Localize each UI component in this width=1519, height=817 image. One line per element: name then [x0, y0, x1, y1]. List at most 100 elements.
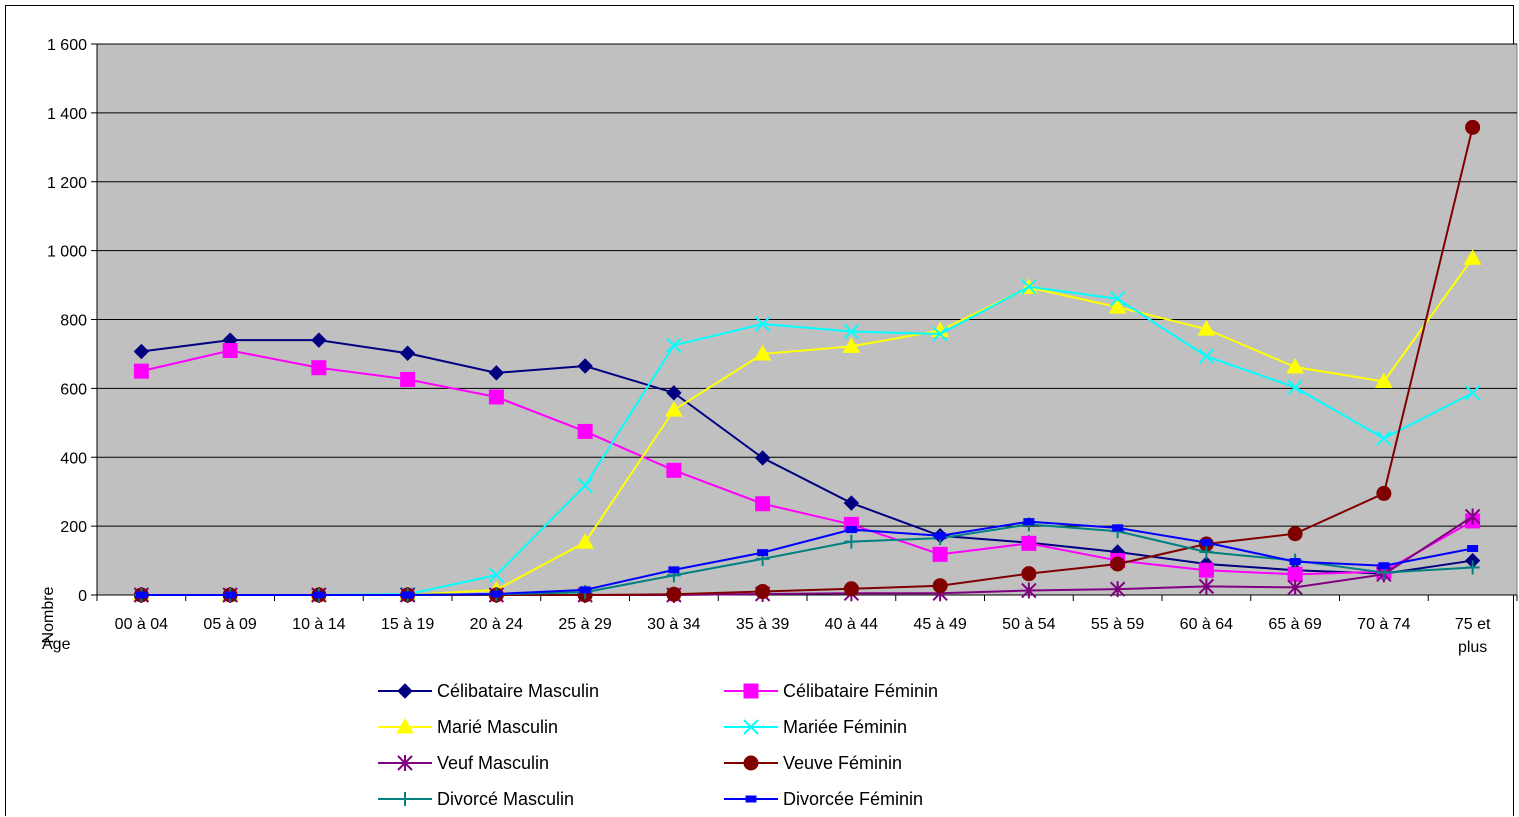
- data-point: [1465, 119, 1481, 135]
- data-point: [666, 385, 682, 401]
- data-point: [222, 342, 238, 358]
- legend-label: Marié Masculin: [437, 717, 558, 737]
- legend-entry: Divorcée Féminin: [724, 789, 923, 809]
- data-point: [1108, 298, 1127, 314]
- legend-label: Célibataire Féminin: [783, 681, 938, 701]
- data-point: [576, 533, 594, 549]
- data-point: [754, 316, 771, 332]
- data-point: [577, 423, 593, 439]
- y-tick-labels: 0 200 400 600 800 1 000 1 200 1 400 1 600: [47, 37, 87, 605]
- data-point: [1112, 524, 1124, 532]
- x-tick-label: 10 à 14: [292, 616, 345, 633]
- data-point: [224, 591, 236, 599]
- data-point: [1464, 508, 1481, 525]
- legend-marker: [743, 683, 759, 699]
- data-point: [133, 343, 150, 360]
- data-point: [1109, 291, 1126, 307]
- legend-label: Célibataire Masculin: [437, 681, 599, 701]
- y-tick-label: 400: [60, 450, 87, 467]
- data-point: [1021, 566, 1037, 582]
- data-point: [843, 323, 860, 340]
- legend-marker: [745, 795, 757, 803]
- data-point: [402, 591, 414, 599]
- legend-marker: [743, 719, 759, 735]
- legend-marker: [397, 755, 413, 771]
- data-point: [488, 365, 505, 381]
- legend-label: Divorcée Féminin: [783, 789, 923, 809]
- data-point: [1378, 562, 1390, 570]
- data-point: [1287, 566, 1303, 582]
- data-point: [1198, 348, 1215, 365]
- series-line: [141, 339, 1473, 575]
- data-point: [577, 358, 593, 374]
- data-point: [755, 496, 771, 512]
- data-point: [842, 337, 861, 353]
- data-point: [1286, 358, 1304, 374]
- x-tick-label: 40 à 44: [825, 616, 878, 633]
- data-point: [666, 586, 682, 602]
- data-point: [755, 584, 771, 600]
- data-point: [400, 371, 416, 387]
- legend-marker: [396, 717, 414, 734]
- x-tick-label: 25 à 29: [558, 616, 611, 633]
- data-point: [1376, 485, 1392, 501]
- series-layer: [132, 119, 1482, 603]
- data-point: [311, 360, 327, 376]
- legend-label: Mariée Féminin: [783, 717, 907, 737]
- legend-entry: Veuf Masculin: [378, 753, 549, 773]
- data-point: [1200, 539, 1212, 547]
- x-tick-label: 60 à 64: [1180, 616, 1233, 633]
- data-point: [1287, 526, 1303, 542]
- data-point: [1110, 556, 1126, 572]
- x-tick-label: 00 à 04: [115, 616, 168, 633]
- y-tick-label: 800: [60, 313, 87, 330]
- data-point: [1198, 578, 1215, 595]
- x-axis-title: Age: [42, 636, 71, 653]
- x-tick-label: 45 à 49: [913, 616, 966, 633]
- x-tick-label: 65 à 69: [1268, 616, 1321, 633]
- data-point: [133, 363, 149, 379]
- x-tick-label: 05 à 09: [203, 616, 256, 633]
- x-tick-labels: 00 à 04 05 à 09 10 à 14 15 à 19 20 à 24 25 à …: [115, 616, 1491, 656]
- data-point: [1467, 545, 1479, 553]
- data-point: [845, 526, 857, 534]
- y-axis-title: Nombre: [40, 586, 57, 643]
- data-point: [1021, 279, 1037, 295]
- data-point: [668, 566, 680, 574]
- data-point: [1021, 582, 1037, 599]
- data-point: [934, 532, 946, 540]
- data-point: [844, 534, 859, 549]
- data-point: [399, 345, 416, 361]
- x-tick-label: 35 à 39: [736, 616, 789, 633]
- x-tick-label: 55 à 59: [1091, 616, 1144, 633]
- data-point: [843, 581, 859, 597]
- legend-marker: [743, 755, 759, 771]
- data-point: [1375, 372, 1393, 388]
- data-point: [311, 332, 327, 348]
- data-point: [579, 586, 591, 594]
- y-tick-label: 1 200: [47, 175, 87, 192]
- legend-entry: Célibataire Féminin: [724, 681, 938, 701]
- data-point: [1021, 535, 1037, 551]
- legend-label: Veuve Féminin: [783, 753, 902, 773]
- legend-label: Veuf Masculin: [437, 753, 549, 773]
- y-tick-label: 1 000: [47, 244, 87, 261]
- legend-entry: Divorcé Masculin: [378, 789, 574, 809]
- data-point: [488, 389, 504, 405]
- data-point: [577, 477, 593, 494]
- data-point: [490, 590, 502, 598]
- data-point: [753, 344, 772, 361]
- series-8: [135, 518, 1479, 599]
- y-tick-label: 1 400: [47, 106, 87, 123]
- legend-entry: Célibataire Masculin: [378, 681, 599, 701]
- legend-marker: [397, 683, 413, 699]
- y-tick-label: 200: [60, 519, 87, 536]
- data-point: [932, 578, 948, 594]
- y-tick-label: 600: [60, 381, 87, 398]
- data-point: [1465, 560, 1480, 575]
- x-tick-label: 70 à 74: [1357, 616, 1410, 633]
- data-point: [1198, 562, 1214, 578]
- data-point: [665, 401, 683, 417]
- legend-entry: Marié Masculin: [378, 717, 558, 737]
